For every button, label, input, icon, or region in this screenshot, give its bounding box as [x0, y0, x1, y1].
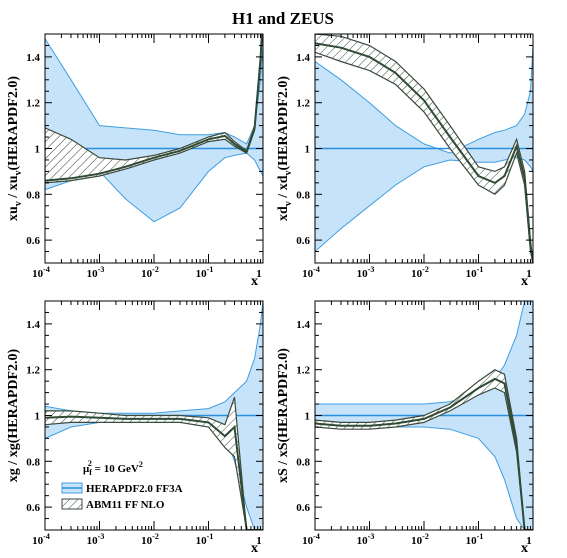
legend: μf2 = 10 GeV2 HERAPDF2.0 FF3A ABM11 FF NLO	[61, 459, 183, 511]
x-tick-label: 10-2	[141, 532, 159, 547]
y-tick-label: 1.4	[296, 52, 310, 64]
y-tick-label: 0.8	[296, 189, 310, 201]
abm-central-line	[315, 42, 533, 263]
y-tick-label: 1	[35, 144, 41, 156]
y-tick-label: 1.2	[296, 365, 310, 377]
y-tick-label: 0.6	[26, 235, 40, 247]
abm-band	[315, 369, 533, 530]
x-tick-label: 10-4	[302, 532, 320, 547]
abm-central-line	[315, 377, 533, 530]
y-tick-label: 1.2	[296, 98, 310, 110]
x-tick-label: 10-4	[302, 265, 320, 280]
x-axis-label: x	[521, 541, 528, 556]
x-tick-label: 10-2	[411, 265, 429, 280]
plot-area	[315, 34, 533, 263]
x-axis-label: x	[521, 274, 528, 289]
x-tick-label: 10-1	[196, 532, 214, 547]
abm-central-line	[45, 34, 263, 182]
y-tick-label: 1	[305, 144, 311, 156]
y-tick-label: 1.4	[26, 319, 40, 331]
y-tick-label: 0.8	[26, 189, 40, 201]
plot-area	[45, 34, 263, 223]
plot-area	[45, 301, 263, 530]
x-tick-label: 10-3	[357, 265, 375, 280]
y-tick-label: 1.2	[26, 98, 40, 110]
x-tick-label: 10-4	[32, 532, 50, 547]
y-tick-label: 1	[35, 411, 41, 423]
y-axis-label: xg / xg(HERAPDF2.0)	[6, 348, 21, 482]
x-tick-label: 1	[526, 535, 532, 547]
x-axis-label: x	[251, 274, 258, 289]
x-tick-label: 10-4	[32, 265, 50, 280]
y-tick-label: 0.6	[296, 235, 310, 247]
figure-title: H1 and ZEUS	[232, 9, 334, 28]
y-tick-label: 1.4	[26, 52, 40, 64]
x-tick-label: 10-3	[357, 532, 375, 547]
abm-central-line	[45, 415, 263, 530]
y-axis-label: xuv / xuv(HERAPDF2.0)	[6, 76, 24, 221]
herapdf-band	[45, 37, 263, 223]
y-axis-label: xS / xS(HERAPDF2.0)	[276, 348, 291, 483]
y-axis-label: xdv / xdv(HERAPDF2.0)	[276, 76, 294, 221]
x-tick-label: 10-1	[466, 532, 484, 547]
plot-area	[315, 301, 533, 530]
legend-swatch-abm	[61, 498, 83, 510]
x-tick-label: 10-3	[87, 532, 105, 547]
x-axis-label: x	[251, 541, 258, 556]
abm-band	[45, 397, 263, 530]
y-tick-label: 0.8	[26, 456, 40, 468]
legend-entry-abm: ABM11 FF NLO	[86, 499, 165, 511]
x-tick-label: 1	[256, 268, 262, 280]
y-tick-label: 1.4	[296, 319, 310, 331]
y-tick-label: 1	[305, 411, 311, 423]
y-tick-label: 0.8	[296, 456, 310, 468]
x-tick-label: 10-2	[141, 265, 159, 280]
x-tick-label: 10-3	[87, 265, 105, 280]
y-tick-label: 1.2	[26, 365, 40, 377]
y-tick-label: 0.6	[26, 502, 40, 514]
x-tick-label: 1	[526, 268, 532, 280]
legend-entry-herapdf: HERAPDF2.0 FF3A	[86, 483, 183, 495]
x-tick-label: 10-2	[411, 532, 429, 547]
x-tick-label: 1	[256, 535, 262, 547]
x-tick-label: 10-1	[196, 265, 214, 280]
legend-scale-label: μf2 = 10 GeV2	[83, 459, 143, 477]
y-tick-label: 0.6	[296, 502, 310, 514]
x-tick-label: 10-1	[466, 265, 484, 280]
abm-band	[45, 34, 263, 184]
